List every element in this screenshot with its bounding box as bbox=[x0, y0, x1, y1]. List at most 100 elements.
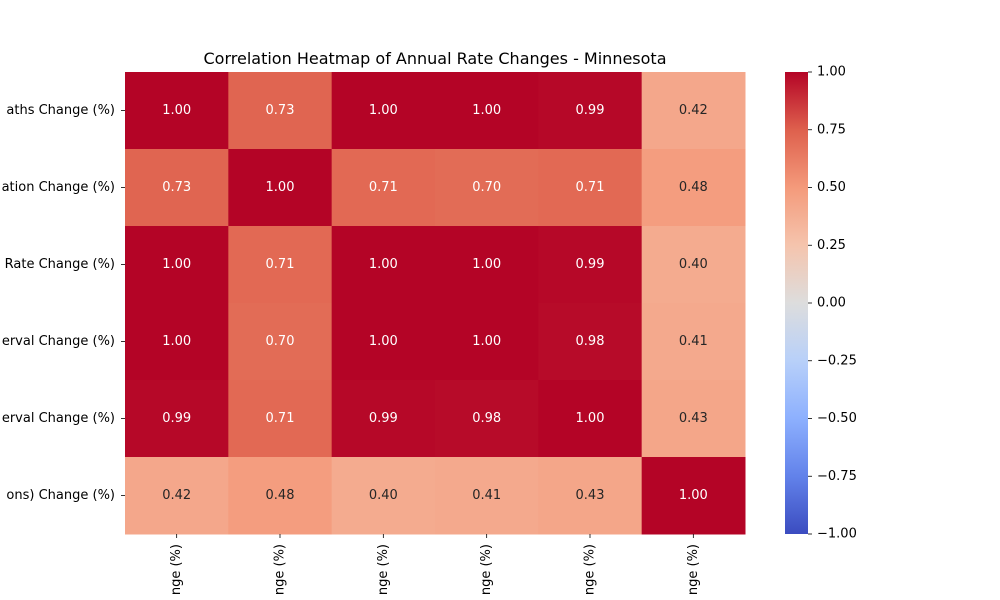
column-tick-label: nge (%) bbox=[169, 544, 184, 595]
heatmap-cell bbox=[538, 226, 643, 304]
cell-value-label: 0.48 bbox=[266, 488, 295, 503]
cell-value-label: 1.00 bbox=[369, 103, 398, 118]
cell-value-label: 0.41 bbox=[472, 488, 501, 503]
heatmap-cell bbox=[331, 303, 436, 381]
row-tick-label: ons) Change (%) bbox=[6, 488, 115, 503]
column-tick-labels: nge (%) nge (%) nge (%) nge (%) nge (%) nge (… bbox=[169, 534, 701, 595]
cell-value-label: 0.40 bbox=[369, 488, 398, 503]
chart-title: Correlation Heatmap of Annual Rate Chang… bbox=[204, 49, 667, 68]
cell-value-label: 1.00 bbox=[369, 257, 398, 272]
cell-value-label: 0.70 bbox=[472, 180, 501, 195]
cell-value-label: 1.00 bbox=[472, 257, 501, 272]
heatmap-cell bbox=[331, 380, 436, 458]
column-tick-label: nge (%) bbox=[479, 544, 494, 595]
heatmap-cell bbox=[435, 303, 539, 381]
row-tick-label: Rate Change (%) bbox=[5, 257, 115, 272]
colorbar-gradient bbox=[785, 72, 808, 534]
heatmap-cell bbox=[125, 457, 229, 535]
cell-value-label: 0.71 bbox=[266, 411, 295, 426]
heatmap-cell bbox=[228, 149, 333, 227]
colorbar-tick-label: −0.75 bbox=[817, 469, 857, 484]
cell-value-label: 0.48 bbox=[679, 180, 708, 195]
heatmap-cell bbox=[331, 72, 436, 150]
colorbar-tick-label: −1.00 bbox=[817, 527, 857, 542]
cell-value-label: 1.00 bbox=[576, 411, 605, 426]
heatmap-cell bbox=[641, 380, 746, 458]
heatmap-cell bbox=[331, 457, 436, 535]
column-tick-label: nge (%) bbox=[686, 544, 701, 595]
heatmap-cell bbox=[538, 72, 643, 150]
colorbar-tick-label: 1.00 bbox=[817, 65, 846, 80]
heatmap-cell bbox=[228, 303, 333, 381]
cell-value-label: 0.99 bbox=[576, 257, 605, 272]
heatmap-cell bbox=[641, 226, 746, 304]
heatmap-cell bbox=[125, 149, 229, 227]
cell-value-label: 0.42 bbox=[679, 103, 708, 118]
cell-value-label: 0.41 bbox=[679, 334, 708, 349]
cell-value-label: 0.73 bbox=[266, 103, 295, 118]
cell-value-label: 0.40 bbox=[679, 257, 708, 272]
heatmap-cell bbox=[641, 149, 746, 227]
colorbar: 1.00 0.75 0.50 0.25 0.00 −0.25 −0.50 −0.75 −1.00 bbox=[785, 65, 857, 542]
cell-value-label: 0.99 bbox=[576, 103, 605, 118]
heatmap-cell bbox=[538, 457, 643, 535]
cell-value-label: 1.00 bbox=[472, 334, 501, 349]
row-tick-label: ation Change (%) bbox=[2, 180, 115, 195]
heatmap-cell bbox=[641, 303, 746, 381]
cell-value-label: 1.00 bbox=[162, 334, 191, 349]
cell-value-label: 0.99 bbox=[162, 411, 191, 426]
cell-value-label: 0.98 bbox=[472, 411, 501, 426]
heatmap-cell bbox=[641, 457, 746, 535]
heatmap-cell bbox=[538, 149, 643, 227]
column-tick-label: nge (%) bbox=[583, 544, 598, 595]
cell-value-label: 0.98 bbox=[576, 334, 605, 349]
cell-value-label: 0.43 bbox=[576, 488, 605, 503]
colorbar-tick-label: −0.25 bbox=[817, 353, 857, 368]
heatmap-cell bbox=[125, 226, 229, 304]
cell-value-label: 0.42 bbox=[162, 488, 191, 503]
colorbar-tick-label: 0.25 bbox=[817, 238, 846, 253]
colorbar-tick-label: 0.50 bbox=[817, 180, 846, 195]
row-tick-label: erval Change (%) bbox=[2, 411, 115, 426]
heatmap-cell bbox=[435, 149, 539, 227]
cell-value-label: 1.00 bbox=[162, 257, 191, 272]
heatmap-cell bbox=[125, 380, 229, 458]
cell-value-label: 1.00 bbox=[472, 103, 501, 118]
cell-value-label: 1.00 bbox=[679, 488, 708, 503]
heatmap-cell bbox=[435, 72, 539, 150]
column-tick-label: nge (%) bbox=[376, 544, 391, 595]
row-tick-label: aths Change (%) bbox=[6, 103, 115, 118]
cell-value-label: 1.00 bbox=[266, 180, 295, 195]
column-tick-label: nge (%) bbox=[273, 544, 288, 595]
heatmap-cell bbox=[228, 226, 333, 304]
colorbar-tick-label: 0.00 bbox=[817, 296, 846, 311]
heatmap-cell bbox=[125, 72, 229, 150]
colorbar-tick-label: 0.75 bbox=[817, 122, 846, 137]
cell-value-label: 1.00 bbox=[369, 334, 398, 349]
heatmap-cell bbox=[435, 380, 539, 458]
colorbar-tick-label: −0.50 bbox=[817, 411, 857, 426]
heatmap-cell bbox=[331, 149, 436, 227]
cell-value-label: 0.70 bbox=[266, 334, 295, 349]
cell-value-label: 0.99 bbox=[369, 411, 398, 426]
cell-value-label: 0.71 bbox=[369, 180, 398, 195]
heatmap-cell bbox=[641, 72, 746, 150]
cell-value-label: 0.43 bbox=[679, 411, 708, 426]
cell-value-label: 0.73 bbox=[162, 180, 191, 195]
heatmap-cell bbox=[331, 226, 436, 304]
heatmap-cell bbox=[435, 226, 539, 304]
heatmap-cell bbox=[435, 457, 539, 535]
cell-value-label: 0.71 bbox=[576, 180, 605, 195]
heatmap-cells: 1.00 0.73 1.00 1.00 0.99 0.42 0.73 1.00 0.71 0.70… bbox=[125, 72, 746, 535]
heatmap-cell bbox=[538, 303, 643, 381]
cell-value-label: 1.00 bbox=[162, 103, 191, 118]
heatmap-cell bbox=[228, 380, 333, 458]
heatmap-cell bbox=[125, 303, 229, 381]
row-tick-labels: aths Change (%) ation Change (%) Rate Chan… bbox=[2, 103, 125, 503]
heatmap-cell bbox=[228, 457, 333, 535]
row-tick-label: erval Change (%) bbox=[2, 334, 115, 349]
cell-value-label: 0.71 bbox=[266, 257, 295, 272]
heatmap-cell bbox=[228, 72, 333, 150]
heatmap-cell bbox=[538, 380, 643, 458]
